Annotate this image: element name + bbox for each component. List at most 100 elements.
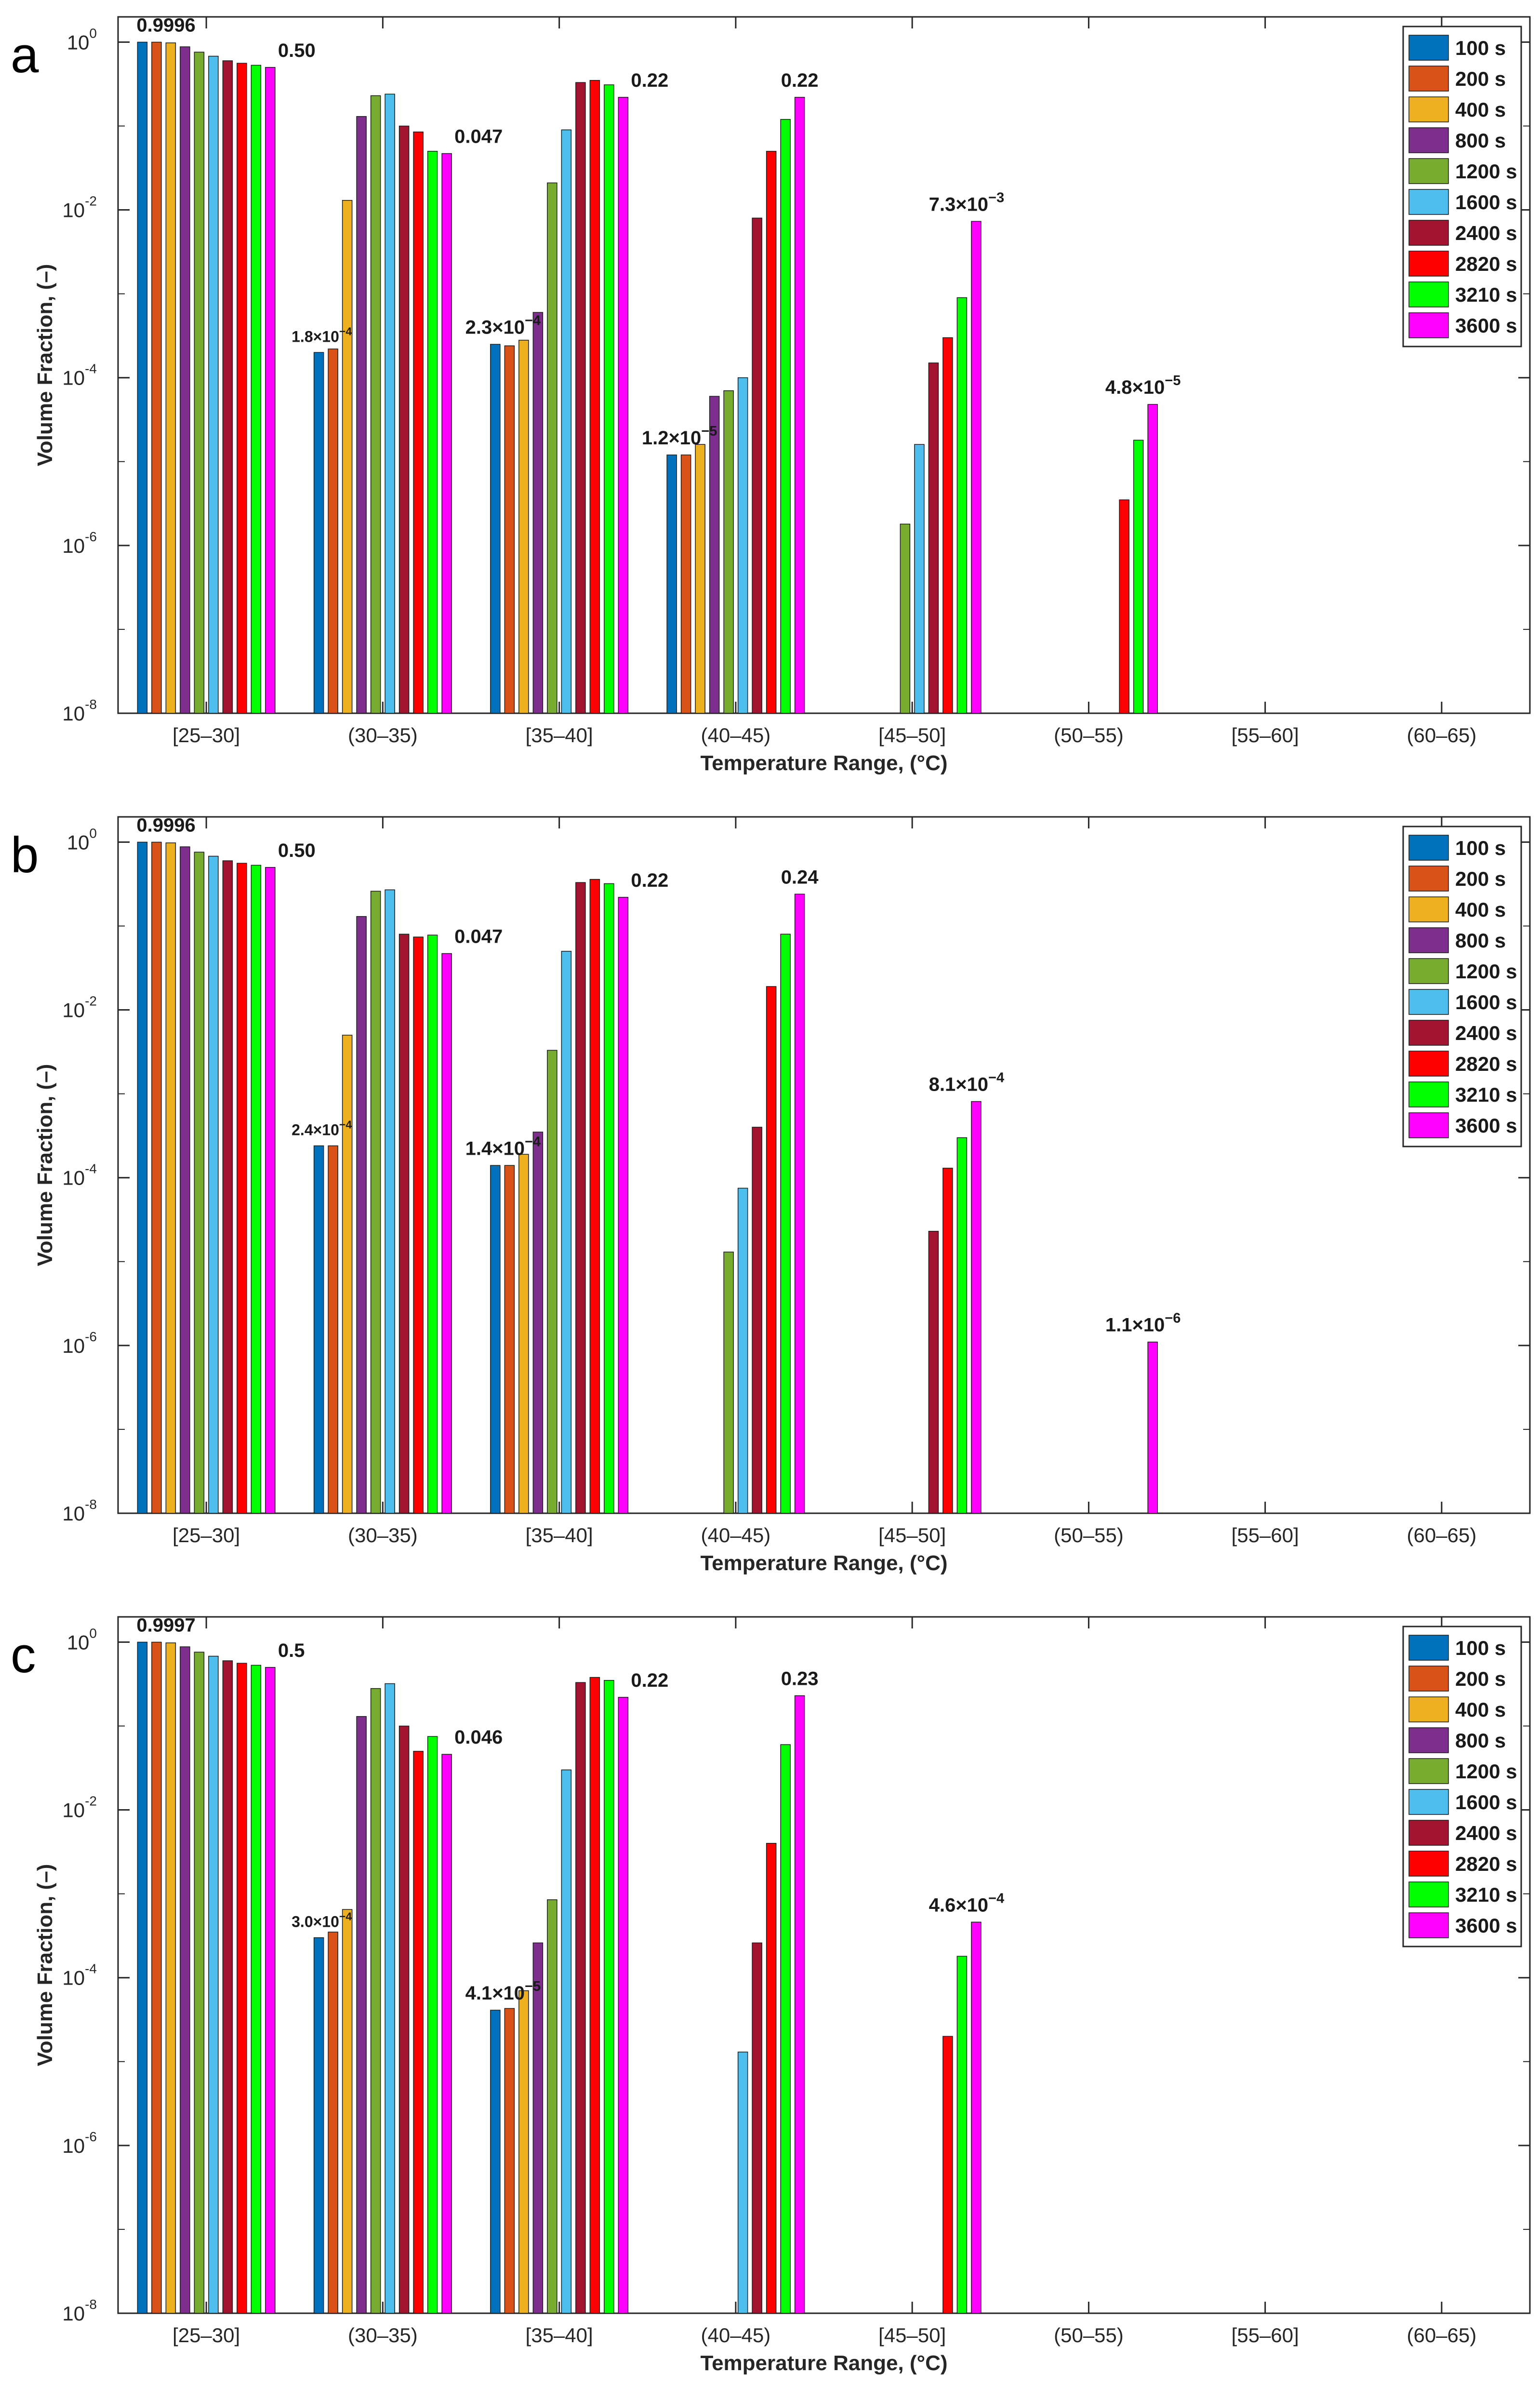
y-tick-exponent: -4: [85, 1961, 97, 1976]
y-tick-label: 10-6: [62, 2129, 97, 2157]
legend-label: 2820 s: [1455, 1853, 1517, 1875]
x-tick-label: [25–30]: [173, 2324, 240, 2347]
y-tick-label: 10-8: [62, 697, 97, 725]
bar: [780, 119, 791, 714]
y-tick-label: 10-8: [62, 2297, 97, 2325]
y-tick-label: 10-6: [62, 529, 97, 557]
legend-label: 2820 s: [1455, 253, 1517, 275]
data-label-exponent: −4: [339, 1119, 352, 1131]
bar: [971, 221, 982, 714]
legend-swatch: [1408, 96, 1449, 122]
bar: [737, 377, 748, 714]
y-tick-label: 100: [67, 26, 97, 53]
bar: [313, 1145, 324, 1514]
y-tick-label: 100: [67, 1626, 97, 1653]
bar: [413, 1751, 424, 2314]
x-tick-label: [55–60]: [1232, 724, 1299, 747]
x-tick-label: [35–40]: [526, 1524, 593, 1547]
bar: [208, 55, 219, 714]
data-label-exponent: −4: [988, 1070, 1004, 1086]
bar: [561, 1769, 572, 2314]
bar: [237, 863, 247, 1514]
bar: [766, 986, 777, 1514]
data-label: 0.22: [631, 870, 668, 891]
legend-swatch: [1408, 1666, 1449, 1692]
data-label: 0.5: [278, 1640, 305, 1661]
legend-swatch: [1408, 251, 1449, 277]
legend-label: 800 s: [1455, 1729, 1506, 1752]
y-tick-label: 10-6: [62, 1329, 97, 1357]
x-tick-label: (30–35): [348, 1524, 418, 1547]
data-label-exponent: −4: [525, 313, 541, 328]
bar: [385, 889, 395, 1514]
bar: [137, 1641, 148, 2314]
x-tick-label: (50–55): [1054, 724, 1124, 747]
bar: [370, 1688, 381, 2314]
bar: [780, 1744, 791, 2314]
legend-label: 800 s: [1455, 129, 1506, 152]
legend-swatch: [1408, 281, 1449, 307]
data-label-exponent: −4: [988, 1891, 1004, 1906]
x-tick-label: (60–65): [1407, 724, 1476, 747]
bar: [504, 2008, 515, 2314]
bar: [208, 855, 219, 1514]
bar: [151, 41, 162, 714]
bar: [928, 1231, 939, 1514]
bar: [1119, 499, 1129, 714]
legend-swatch: [1408, 127, 1449, 153]
bar: [441, 953, 452, 1514]
legend-label: 1200 s: [1455, 1760, 1517, 1783]
x-tick-label: (50–55): [1054, 1524, 1124, 1547]
y-tick-exponent: -8: [85, 1497, 97, 1512]
bar: [265, 1667, 276, 2314]
legend-swatch: [1408, 1112, 1449, 1138]
bar: [441, 1754, 452, 2314]
x-axis-label: Temperature Range, (°C): [700, 2351, 947, 2375]
y-tick-exponent: -6: [85, 529, 97, 544]
y-tick-exponent: 0: [89, 26, 97, 40]
x-tick-label: (50–55): [1054, 2324, 1124, 2347]
data-label: 0.046: [454, 1727, 503, 1748]
legend-label: 200 s: [1455, 67, 1506, 90]
legend-label: 1600 s: [1455, 191, 1517, 213]
y-tick-label: 10-8: [62, 1497, 97, 1525]
bar: [398, 1725, 410, 2314]
data-label-exponent: −5: [1165, 373, 1181, 388]
y-tick-exponent: -4: [85, 1161, 97, 1176]
data-label-exponent: −3: [988, 190, 1004, 205]
bar: [222, 60, 233, 714]
bar: [427, 934, 438, 1514]
bar: [265, 867, 276, 1514]
bar: [575, 1682, 586, 2314]
bar: [618, 897, 629, 1514]
y-tick-exponent: -8: [85, 2297, 97, 2312]
data-label-exponent: −6: [1165, 1311, 1181, 1326]
x-tick-label: [55–60]: [1232, 1524, 1299, 1547]
chart-panel-a: a 100 10-2 10-4 10-6 10-8 [25–30] (30–35) [35–4…: [0, 0, 1540, 800]
bar: [518, 1990, 529, 2314]
bar: [504, 345, 515, 714]
x-tick-label: [25–30]: [173, 724, 240, 747]
x-tick-label: (30–35): [348, 724, 418, 747]
bar: [180, 46, 190, 714]
legend-swatch: [1408, 1081, 1449, 1107]
bar: [413, 132, 424, 714]
data-label: 2.3×10−4: [465, 313, 541, 338]
data-label: 0.9996: [136, 14, 195, 36]
legend-swatch: [1408, 312, 1449, 338]
legend-swatch: [1408, 35, 1449, 61]
data-label-exponent: −5: [701, 424, 717, 439]
bar: [956, 1956, 968, 2314]
y-tick-label: 10-2: [62, 1794, 97, 1822]
bar: [194, 52, 205, 714]
legend-swatch: [1408, 1051, 1449, 1077]
y-axis-label: Volume Fraction, (–): [33, 264, 57, 467]
legend-swatch: [1408, 1912, 1449, 1938]
bar: [385, 93, 395, 714]
x-axis-label: Temperature Range, (°C): [700, 1551, 947, 1575]
bar: [589, 879, 600, 1514]
bar: [780, 933, 791, 1514]
bar: [151, 841, 162, 1514]
bar: [427, 151, 438, 714]
panel-label: b: [11, 827, 39, 883]
